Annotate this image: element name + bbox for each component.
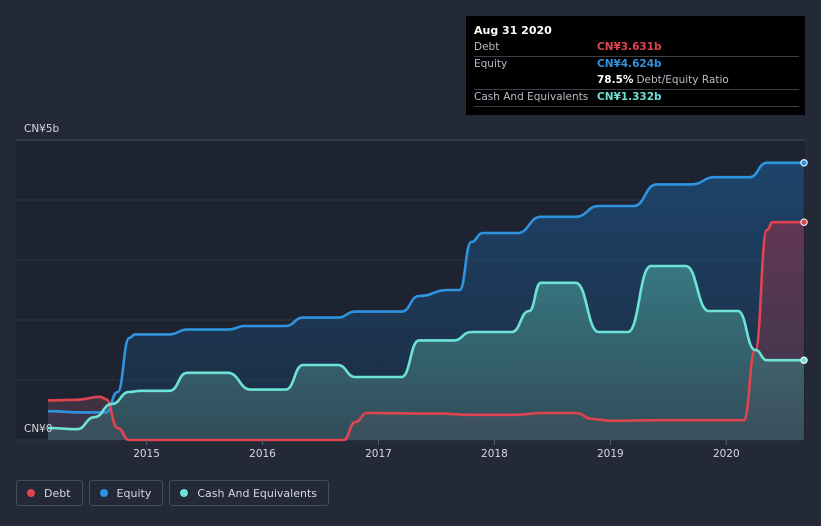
tooltip-ratio: 78.5% Debt/Equity Ratio (597, 74, 729, 86)
equity-endpoint (800, 159, 808, 167)
legend-cash-dot-icon (180, 489, 189, 497)
x-tick-label-2020: 2020 (713, 448, 740, 460)
series-lines (47, 161, 804, 442)
y-axis-top-label: CN¥5b (24, 123, 60, 135)
tooltip-equity-value: CN¥4.624b (597, 58, 662, 70)
tooltip-cash-value: CN¥1.332b (597, 91, 662, 103)
legend-item-debt[interactable]: Debt (16, 480, 83, 506)
cash-area (48, 266, 804, 440)
tooltip-date: Aug 31 2020 (474, 24, 552, 37)
debt-endpoint (800, 218, 808, 226)
series-endpoints (800, 159, 808, 364)
debt-line (47, 220, 804, 442)
tooltip-panel: Aug 31 2020 Debt CN¥3.631b Equity CN¥4.6… (466, 16, 805, 115)
tooltip-row-cash: Cash And Equivalents CN¥1.332b (474, 90, 799, 107)
equity-line (47, 161, 804, 414)
x-tick-label-2018: 2018 (481, 448, 508, 460)
cash-endpoint (800, 356, 808, 364)
tooltip-debt-label: Debt (474, 41, 500, 53)
x-axis-ticks: 2015 2016 2017 2018 2019 2020 (133, 440, 740, 460)
x-tick-label-2019: 2019 (597, 448, 624, 460)
x-tick-label-2017: 2017 (365, 448, 392, 460)
legend-debt-label: Debt (44, 486, 71, 500)
series-areas (48, 162, 804, 441)
tooltip-ratio-value: 78.5% (597, 74, 634, 86)
tooltip-row-equity: Equity CN¥4.624b (474, 57, 799, 73)
tooltip-row-ratio: 78.5% Debt/Equity Ratio (474, 73, 799, 90)
chart-legend: Debt Equity Cash And Equivalents (16, 480, 329, 508)
cash-line (47, 264, 804, 431)
legend-cash-label: Cash And Equivalents (197, 486, 317, 500)
legend-equity-label: Equity (116, 486, 152, 500)
x-tick-label-2016: 2016 (249, 448, 276, 460)
tooltip-equity-label: Equity (474, 58, 508, 70)
legend-equity-dot-icon (99, 489, 108, 497)
tooltip-ratio-label: Debt/Equity Ratio (636, 74, 729, 86)
legend-debt-dot-icon (27, 489, 35, 497)
legend-item-cash[interactable]: Cash And Equivalents (169, 480, 329, 506)
y-axis-bottom-label: CN¥0 (24, 423, 53, 435)
tooltip-row-debt: Debt CN¥3.631b (474, 40, 799, 57)
legend-item-equity[interactable]: Equity (88, 480, 164, 506)
tooltip-cash-label: Cash And Equivalents (474, 91, 589, 103)
x-tick-label-2015: 2015 (133, 448, 160, 460)
tooltip-debt-value: CN¥3.631b (597, 41, 662, 53)
